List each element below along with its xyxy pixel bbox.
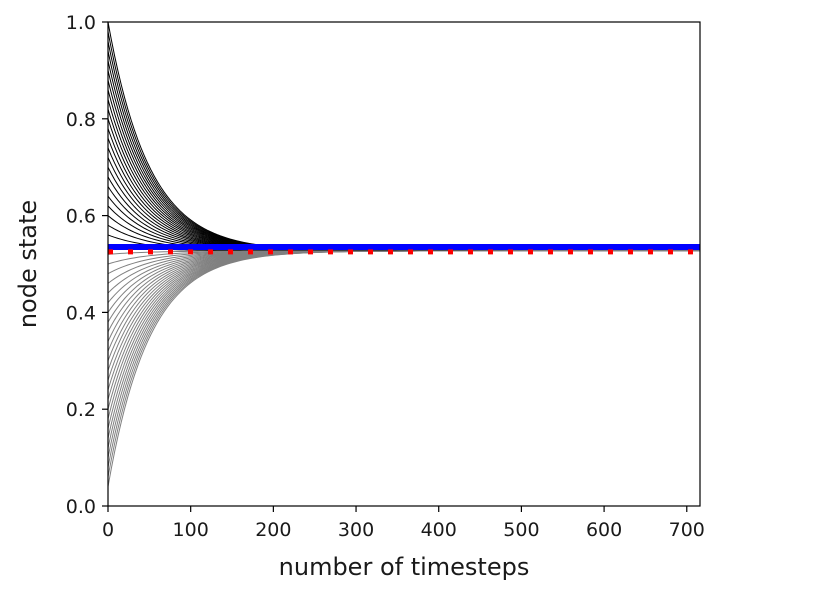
series-layer: [108, 22, 700, 487]
y-axis-label: node state: [14, 200, 42, 328]
x-tick-label-500: 500: [503, 519, 539, 541]
x-tick-label-300: 300: [338, 519, 374, 541]
y-tick-label-4: 0.8: [66, 109, 96, 131]
x-axis-ticks: 0 100 200 300 400 500 600 700: [102, 506, 705, 541]
x-tick-label-200: 200: [255, 519, 291, 541]
x-tick-label-100: 100: [173, 519, 209, 541]
y-axis-ticks: 0.0 0.2 0.4 0.6 0.8 1.0: [66, 12, 108, 518]
plot-frame: [107, 21, 701, 507]
y-tick-label-1: 0.2: [66, 399, 96, 421]
y-tick-label-3: 0.6: [66, 206, 96, 228]
x-tick-label-0: 0: [102, 519, 114, 541]
x-tick-label-400: 400: [421, 519, 457, 541]
y-tick-label-5: 1.0: [66, 12, 96, 34]
y-tick-label-0: 0.0: [66, 496, 96, 518]
series-line-lower-24: [108, 250, 700, 487]
x-axis-label: number of timesteps: [279, 553, 530, 581]
reference-lines: [108, 244, 700, 255]
x-tick-label-700: 700: [669, 519, 705, 541]
x-tick-label-600: 600: [586, 519, 622, 541]
y-tick-label-2: 0.4: [66, 302, 96, 324]
